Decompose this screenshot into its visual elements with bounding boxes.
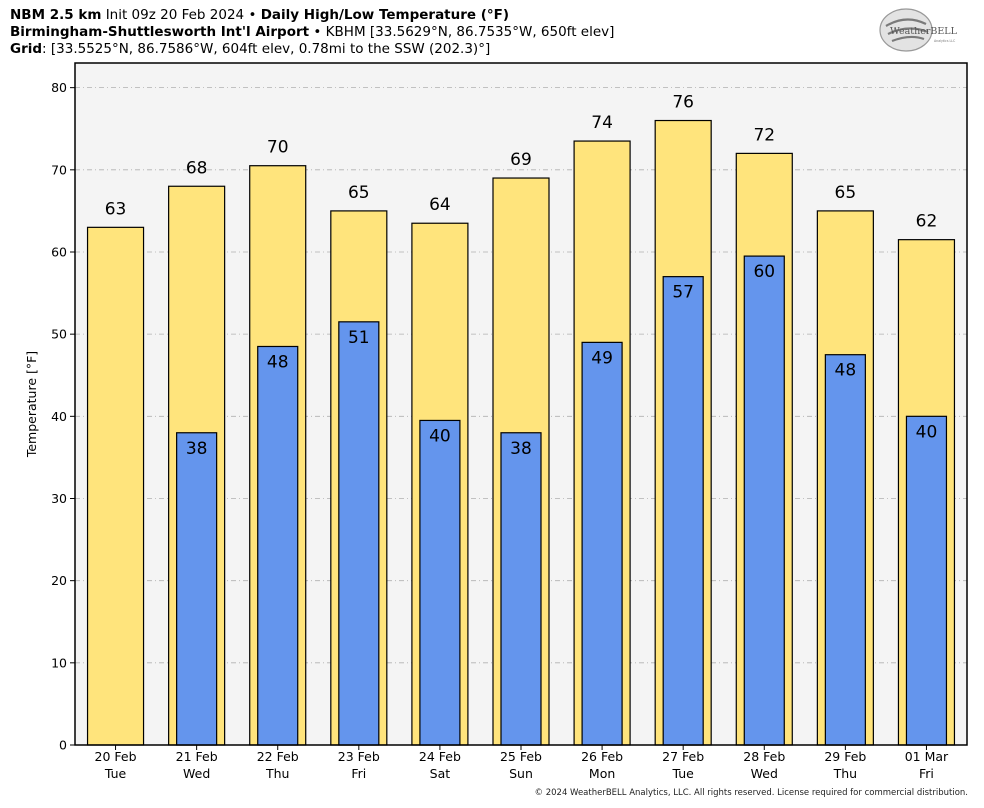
x-tick-label-day: Tue — [104, 766, 127, 781]
x-tick-label-day: Mon — [589, 766, 615, 781]
high-value-label: 63 — [105, 199, 127, 219]
x-tick-label-day: Wed — [183, 766, 210, 781]
low-value-label: 57 — [672, 283, 694, 303]
bars — [86, 119, 956, 746]
high-value-label: 65 — [348, 183, 370, 203]
low-value-label: 49 — [591, 348, 613, 368]
y-tick-label: 10 — [51, 655, 67, 670]
x-tick-label-date: 23 Feb — [338, 749, 380, 764]
product-title: Daily High/Low Temperature (°F) — [260, 7, 510, 23]
low-value-label: 48 — [835, 361, 857, 381]
logo-text: WeatherBELL — [890, 26, 958, 37]
x-tick-label-day: Tue — [672, 766, 695, 781]
x-tick-label-day: Sun — [509, 766, 533, 781]
copyright-footer: © 2024 WeatherBELL Analytics, LLC. All r… — [534, 788, 968, 798]
low-bar — [662, 276, 704, 746]
y-tick-label: 70 — [51, 162, 67, 177]
x-tick-label-day: Sat — [430, 766, 451, 781]
low-value-label: 48 — [267, 352, 289, 372]
grid-label: Grid — [10, 41, 43, 57]
low-value-label: 51 — [348, 328, 370, 348]
station-info: KBHM [33.5629°N, 86.7535°W, 650ft elev] — [325, 24, 615, 40]
x-tick-label-date: 28 Feb — [743, 749, 785, 764]
high-bar — [86, 226, 145, 746]
low-bar — [905, 415, 948, 746]
x-tick-label-date: 21 Feb — [176, 749, 218, 764]
low-value-label: 38 — [510, 439, 532, 459]
x-tick-label-date: 20 Feb — [95, 749, 137, 764]
y-tick-label: 30 — [51, 491, 67, 506]
model-name: NBM 2.5 km — [10, 7, 102, 23]
x-tick-label-date: 26 Feb — [581, 749, 623, 764]
grid-info: : [33.5525°N, 86.7586°W, 604ft elev, 0.7… — [42, 41, 491, 57]
y-tick-label: 0 — [59, 738, 67, 753]
low-bar — [257, 345, 299, 746]
separator: • — [313, 24, 322, 40]
x-tick-label-day: Fri — [919, 766, 934, 781]
init-time: Init 09z 20 Feb 2024 — [105, 7, 245, 23]
x-axis: 20 Feb Tue 21 Feb Wed 22 Feb Thu 23 Feb Fri 24 F… — [95, 745, 949, 781]
low-bar — [500, 432, 542, 746]
high-value-label: 70 — [267, 138, 289, 158]
separator: • — [248, 7, 257, 23]
low-bar — [419, 419, 461, 746]
low-bar — [176, 432, 218, 746]
x-tick-label-date: 22 Feb — [257, 749, 299, 764]
x-tick-label-day: Thu — [265, 766, 289, 781]
x-tick-label-day: Wed — [751, 766, 778, 781]
high-value-label: 72 — [753, 125, 775, 145]
y-tick-label: 50 — [51, 327, 67, 342]
y-tick-label: 40 — [51, 409, 67, 424]
high-value-label: 76 — [672, 93, 694, 113]
low-bar — [338, 321, 380, 746]
station-name: Birmingham-Shuttlesworth Int'l Airport — [10, 24, 310, 40]
low-bar — [743, 255, 785, 746]
y-axis-label: Temperature [°F] — [24, 351, 39, 458]
logo-subtext: Analytics LLC — [934, 39, 956, 43]
data-labels: 63 68 38 70 48 65 51 64 40 69 38 74 49 76 57 72 60 65 48 62… — [105, 93, 938, 459]
low-value-label: 38 — [186, 439, 208, 459]
low-value-label: 40 — [916, 422, 938, 442]
y-axis: 0 10 20 30 40 50 60 70 80 — [51, 80, 75, 753]
y-tick-label: 20 — [51, 573, 67, 588]
y-tick-label: 60 — [51, 244, 67, 259]
header-line-3: Grid: [33.5525°N, 86.7586°W, 604ft elev,… — [10, 41, 490, 58]
high-value-label: 68 — [186, 158, 208, 178]
x-tick-label-date: 27 Feb — [662, 749, 704, 764]
high-value-label: 69 — [510, 150, 532, 170]
y-tick-label: 80 — [51, 80, 67, 95]
x-tick-label-date: 25 Feb — [500, 749, 542, 764]
low-value-label: 40 — [429, 426, 451, 446]
high-value-label: 74 — [591, 113, 613, 133]
x-tick-label-day: Fri — [351, 766, 366, 781]
high-value-label: 64 — [429, 195, 451, 215]
low-value-label: 60 — [753, 262, 775, 282]
header-line-2: Birmingham-Shuttlesworth Int'l Airport •… — [10, 24, 614, 41]
x-tick-label-date: 24 Feb — [419, 749, 461, 764]
high-value-label: 62 — [916, 212, 938, 232]
x-tick-label-day: Thu — [833, 766, 857, 781]
x-tick-label-date: 29 Feb — [824, 749, 866, 764]
x-tick-label-date: 01 Mar — [905, 749, 949, 764]
low-bar — [824, 354, 866, 746]
weatherbell-logo: WeatherBELL Analytics LLC — [879, 8, 958, 52]
header-line-1: NBM 2.5 km Init 09z 20 Feb 2024 • Daily … — [10, 7, 509, 24]
low-bar — [581, 341, 623, 746]
high-value-label: 65 — [835, 183, 857, 203]
